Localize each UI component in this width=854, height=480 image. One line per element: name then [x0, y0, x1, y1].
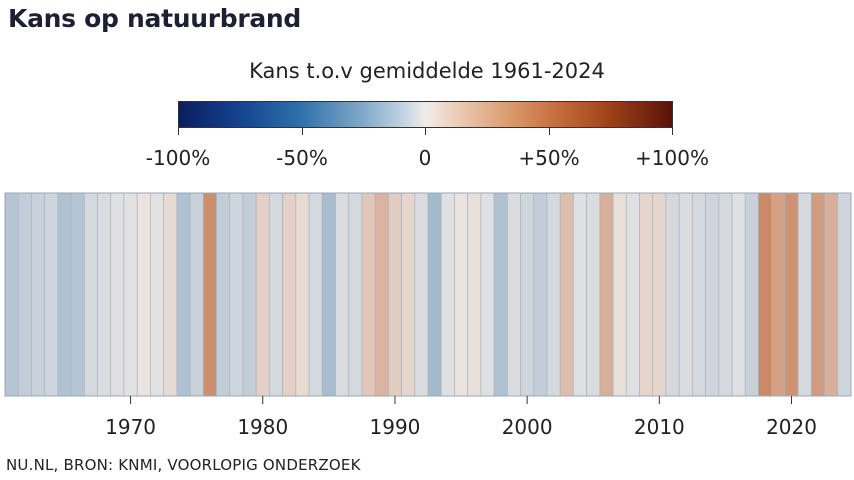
year-stripe-1966: [70, 192, 85, 397]
year-stripe-2013: [692, 192, 706, 397]
year-stripe-2002: [546, 192, 561, 397]
year-stripe-1997: [480, 192, 495, 397]
color-scale-tick: [672, 128, 673, 135]
year-stripe-2016: [731, 192, 746, 397]
year-stripe-1983: [295, 192, 310, 397]
color-scale-bar: [178, 101, 673, 128]
year-stripe-2017: [744, 192, 759, 397]
chart-title: Kans op natuurbrand: [8, 4, 302, 33]
year-stripe-2024: [837, 192, 852, 397]
color-scale-tick: [425, 128, 426, 135]
color-scale-tick: [302, 128, 303, 135]
year-stripe-2008: [625, 192, 640, 397]
x-axis-label: 2000: [502, 415, 553, 439]
year-stripe-1963: [31, 192, 46, 397]
year-stripe-1993: [427, 192, 442, 397]
year-stripe-2009: [639, 192, 654, 397]
year-stripe-1995: [454, 192, 469, 397]
color-scale-label: -50%: [276, 146, 328, 170]
warming-stripes-chart: 1970 1980 1990 2000 2010 2020: [4, 192, 852, 439]
year-stripe-2010: [652, 192, 667, 397]
x-axis-label: 1970: [105, 415, 156, 439]
x-axis-label: 1990: [370, 415, 421, 439]
color-scale-label: -100%: [145, 146, 211, 170]
year-stripe-1980: [255, 192, 270, 397]
year-stripe-1976: [202, 192, 217, 397]
x-axis-label: 1980: [237, 415, 288, 439]
year-stripe-2000: [520, 192, 535, 397]
color-scale-label: +50%: [518, 146, 580, 170]
x-axis-label: 2020: [766, 415, 817, 439]
year-stripe-1986: [335, 192, 350, 397]
year-stripe-2003: [559, 192, 574, 397]
year-stripe-1999: [506, 192, 521, 397]
year-stripe-1978: [229, 192, 244, 397]
year-stripe-1984: [308, 192, 323, 397]
year-stripe-1996: [467, 192, 482, 397]
year-stripe-2019: [771, 192, 786, 397]
year-stripe-2006: [599, 192, 614, 397]
year-stripe-2005: [586, 192, 601, 397]
source-note: NU.NL, BRON: KNMI, VOORLOPIG ONDERZOEK: [6, 456, 361, 474]
year-stripe-2023: [824, 192, 839, 397]
year-stripe-1979: [242, 192, 257, 397]
year-stripe-1967: [83, 192, 98, 397]
year-stripe-1991: [401, 192, 416, 397]
year-stripe-1965: [57, 192, 72, 397]
year-stripe-2022: [810, 192, 825, 397]
year-stripe-1970: [123, 192, 138, 397]
year-stripe-2018: [758, 192, 773, 397]
year-stripe-1992: [414, 192, 429, 397]
year-stripe-2012: [678, 192, 693, 397]
plot-frame: [4, 192, 852, 397]
year-stripe-1961: [4, 192, 19, 397]
year-stripe-1994: [440, 192, 455, 397]
year-stripe-1975: [189, 192, 204, 397]
year-stripe-1982: [282, 192, 297, 397]
year-stripe-2004: [573, 192, 587, 397]
color-scale-tick: [549, 128, 550, 135]
year-stripe-2021: [797, 192, 812, 397]
color-scale-label: +100%: [635, 146, 709, 170]
year-stripe-1988: [361, 192, 376, 397]
year-stripe-2014: [705, 192, 720, 397]
year-stripe-1987: [348, 192, 363, 397]
year-stripe-2007: [612, 192, 627, 397]
x-axis-label: 2010: [634, 415, 685, 439]
year-stripe-1985: [321, 192, 336, 397]
year-stripe-2011: [665, 192, 680, 397]
color-scale-label: 0: [418, 146, 432, 170]
year-stripe-1989: [374, 192, 389, 397]
year-stripe-1964: [44, 192, 59, 397]
year-stripe-1977: [216, 192, 231, 397]
year-stripe-1990: [387, 192, 402, 397]
year-stripe-1968: [97, 192, 112, 397]
year-stripe-2015: [718, 192, 733, 397]
legend-title: Kans t.o.v gemiddelde 1961-2024: [249, 59, 605, 83]
color-scale-tick: [178, 128, 179, 135]
year-stripe-1974: [176, 192, 191, 397]
year-stripe-1998: [493, 192, 508, 397]
year-stripe-1962: [17, 192, 32, 397]
year-stripe-1973: [163, 192, 178, 397]
year-stripe-2020: [784, 192, 799, 397]
year-stripe-1981: [269, 192, 283, 397]
year-stripe-1972: [150, 192, 164, 397]
year-stripe-2001: [533, 192, 548, 397]
year-stripe-1969: [110, 192, 125, 397]
year-stripe-1971: [136, 192, 151, 397]
